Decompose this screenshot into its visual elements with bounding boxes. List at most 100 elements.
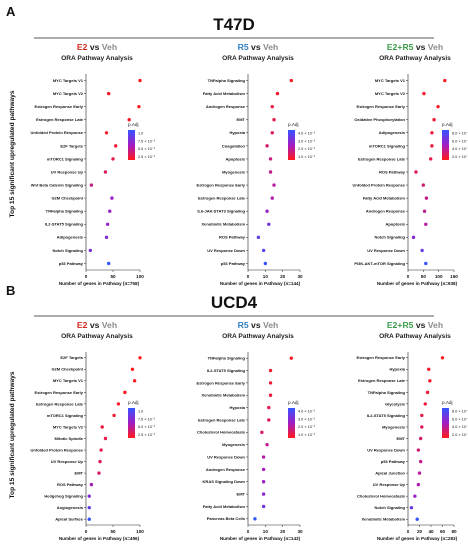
data-point [265, 144, 269, 148]
x-tick-label: 100 [136, 529, 144, 534]
chart-b-e2-r5: E2+R5 vs Veh ORA Pathway Analysis Estrogen… [357, 320, 468, 541]
legend-colorbar [442, 408, 449, 438]
data-point [268, 381, 273, 385]
legend-label: 1.0 [138, 132, 143, 136]
data-point [130, 367, 135, 371]
pathway-label: TNFalpha Signaling [208, 78, 246, 83]
x-tick-label: 80 [451, 529, 457, 534]
legend-label: 4.0 × 10⁻¹ [298, 132, 316, 136]
data-point [261, 467, 266, 472]
pathway-label: PI3K-AKT-mTOR Signaling [354, 261, 405, 266]
data-point [420, 425, 424, 429]
pathway-label: Xenobiotic Metabolism [361, 517, 405, 522]
x-tick-label: 50 [110, 274, 116, 279]
chart-title-vs: vs [249, 320, 263, 330]
chart-title-veh: Veh [102, 42, 117, 52]
chart-title-vs: vs [249, 42, 263, 52]
pathway-label: Adipogenesis [57, 235, 84, 240]
x-axis-title: Number of genes in Pathway (n=496) [59, 536, 140, 541]
pathway-label: Estrogen Response Early [35, 390, 84, 395]
pathway-label: p53 Pathway [381, 459, 406, 464]
x-tick-label: 10 [263, 274, 269, 279]
x-tick-label: 20 [280, 529, 286, 534]
pathway-label: Angiogenesis [57, 505, 84, 510]
chart-title-vs: vs [413, 320, 427, 330]
pathway-label: UV Response Down [207, 454, 245, 459]
legend-title: p.Adj [128, 122, 138, 127]
data-point [112, 413, 116, 418]
pathway-label: EMT [75, 471, 84, 476]
data-point [103, 170, 108, 174]
pathway-label: Androgen Response [206, 104, 246, 109]
legend-colorbar [442, 130, 449, 160]
pathway-label: Estrogen Response Late [358, 378, 406, 383]
data-point [416, 482, 421, 487]
data-point [114, 144, 118, 148]
pathway-label: p53 Pathway [221, 261, 246, 266]
pathway-label: Estrogen Response Late [198, 417, 246, 422]
data-point [440, 356, 445, 360]
pathway-label: Oxidative Phosphorylation [354, 117, 405, 122]
legend-label: 2.5 × 10⁻¹ [138, 433, 156, 437]
chart-title-veh: Veh [263, 42, 278, 52]
x-tick-label: 0 [85, 529, 88, 534]
pathway-label: mTORC1 Signaling [369, 143, 406, 148]
x-tick-label: 0 [407, 274, 410, 279]
data-point [270, 104, 274, 109]
pathway-label: IL2-STAT5 Signaling [367, 413, 406, 418]
data-point [99, 448, 103, 452]
pathway-label: Apical Junction [375, 471, 405, 476]
chart-title-veh: Veh [428, 42, 443, 52]
data-point [116, 402, 121, 406]
data-point [268, 393, 273, 397]
chart-a-r5: R5 vs Veh ORA Pathway Analysis TNFalpha Si… [197, 42, 316, 286]
chart-a-e2-r5: E2+R5 vs Veh ORA Pathway Analysis MYC Targ… [353, 42, 468, 286]
data-point [424, 222, 428, 226]
data-point [267, 405, 271, 410]
pathway-label: Fatty Acid Metabolism [203, 504, 246, 509]
y-axis-title-b: Top 15 significant upregulated pathways [9, 371, 16, 498]
pathway-label: KRAS Signaling Down [203, 479, 246, 484]
legend-label: 3.0 × 10⁻¹ [298, 139, 316, 143]
data-point [289, 356, 294, 360]
data-point [415, 517, 419, 521]
data-point [263, 261, 268, 266]
data-point [432, 118, 436, 122]
pathway-label: UV Response Down [367, 447, 405, 452]
x-tick-label: 20 [417, 529, 423, 534]
pathway-label: Unfolded Protein Response [353, 182, 406, 187]
data-point [138, 78, 142, 83]
pathway-label: TNFalpha Signaling [46, 209, 84, 214]
data-point [424, 196, 429, 200]
pathway-label: Apical Surface [55, 517, 84, 522]
pathway-label: Notch Signaling [375, 505, 406, 510]
panel-title-a: T47D [213, 15, 255, 34]
x-tick-label: 60 [440, 529, 446, 534]
data-point [261, 248, 266, 253]
data-point [105, 222, 110, 226]
x-tick-label: 50 [110, 529, 116, 534]
x-tick-label: 0 [247, 529, 250, 534]
legend-label: 3.0 × 10⁻¹ [298, 417, 316, 421]
pathway-label: Unfolded Protein Response [31, 447, 84, 452]
pathway-label: Xenobiotic Metabolism [201, 393, 245, 398]
chart-title: E2+R5 vs Veh [387, 42, 443, 52]
legend-label: 4.0 × 10⁻¹ [452, 147, 468, 151]
pathway-label: Xenobiotic Metabolism [201, 222, 245, 227]
data-point [267, 222, 271, 226]
data-point [104, 131, 109, 135]
data-point [87, 517, 91, 521]
legend-label: 5.0 × 10⁻¹ [138, 425, 156, 429]
x-axis-title: Number of genes in Pathway (n=144) [220, 281, 301, 286]
x-tick-label: 30 [297, 529, 303, 534]
data-point [275, 91, 280, 96]
data-point [443, 78, 447, 83]
data-point [267, 418, 271, 422]
legend-colorbar [128, 130, 135, 160]
data-point [256, 235, 261, 240]
x-axis-title: Number of genes in Pathway (n=758) [59, 281, 140, 286]
pathway-label: Estrogen Response Early [35, 104, 84, 109]
data-point [260, 430, 264, 435]
data-point [111, 157, 115, 161]
chart-title: E2 vs Veh [77, 42, 117, 52]
